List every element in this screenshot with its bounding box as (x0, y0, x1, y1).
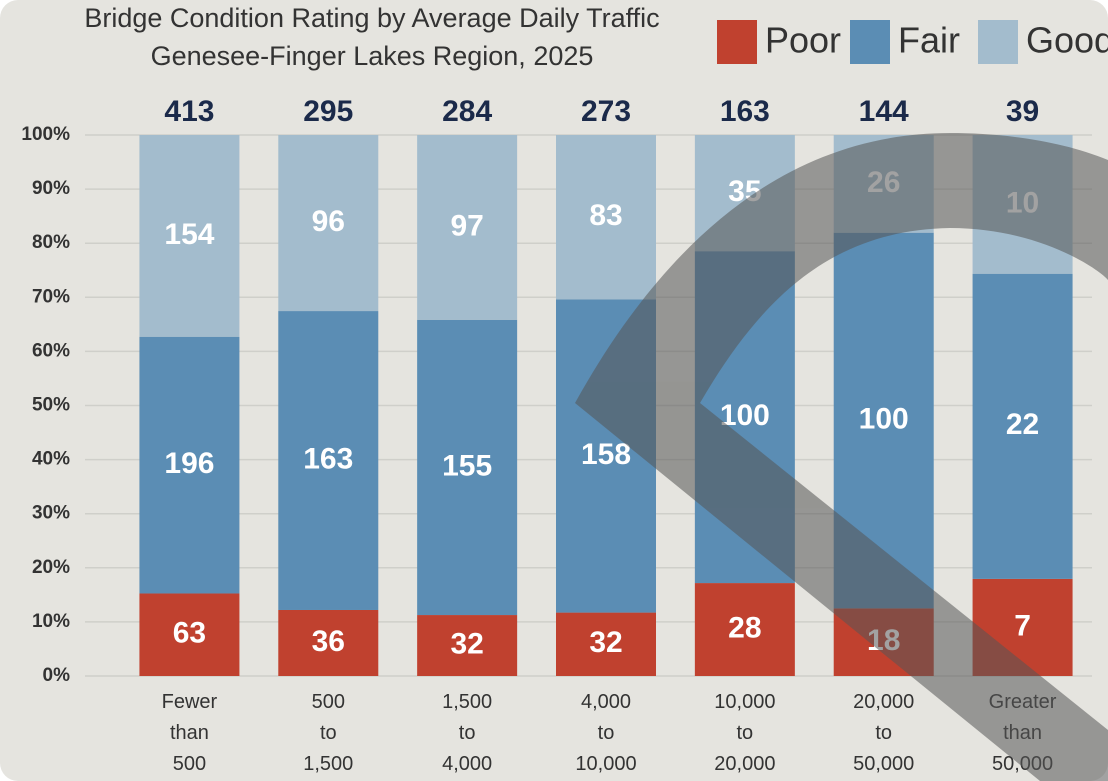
data-label: 36 (312, 625, 345, 658)
bar-segment (556, 135, 656, 300)
data-label: 28 (728, 611, 761, 644)
watermark-arm (575, 403, 1108, 781)
data-label: 32 (589, 626, 622, 659)
chart-subtitle: Genesee-Finger Lakes Region, 2025 (151, 41, 594, 71)
legend-swatch (850, 20, 890, 64)
bar-segment (694, 583, 795, 676)
bar-segment (139, 593, 240, 676)
y-tick-label: 10% (32, 611, 70, 632)
watermark (575, 133, 1108, 781)
y-tick-label: 0% (43, 665, 71, 686)
total-label: 413 (164, 95, 214, 128)
data-label: 163 (303, 442, 353, 475)
bar-segment (278, 135, 379, 312)
watermark-arc (575, 133, 1108, 403)
data-label: 196 (164, 447, 214, 480)
data-label: 96 (312, 205, 345, 238)
bar-segment (139, 336, 240, 594)
data-label: 100 (859, 402, 909, 435)
bar-segment (417, 319, 518, 616)
bar-segment (417, 135, 518, 320)
data-label: 154 (164, 218, 214, 251)
total-label: 163 (720, 95, 770, 128)
bar-segment (278, 311, 379, 610)
data-label: 63 (173, 617, 206, 650)
y-tick-label: 50% (32, 395, 70, 416)
plot: 0% 10% 20% 30% 40% 50% 60% 70% 80% 90% 100% Poor Fai… (21, 20, 1108, 776)
y-tick-label: 90% (32, 178, 70, 199)
legend-label: Poor (765, 20, 841, 61)
bar-segment (556, 612, 656, 676)
x-tick-label: 20,000 to 50,000 (853, 691, 914, 775)
y-tick-label: 70% (32, 286, 70, 307)
data-label: 97 (450, 209, 483, 242)
data-label: 158 (581, 438, 631, 471)
y-tick-label: 40% (32, 449, 70, 470)
legend-label: Good (1026, 20, 1108, 61)
data-label: 32 (450, 627, 483, 660)
x-tick-label: 1,500 to 4,000 (442, 691, 492, 775)
chart-title: Bridge Condition Rating by Average Daily… (84, 3, 659, 33)
total-label: 295 (303, 95, 353, 128)
y-tick-label: 80% (32, 232, 70, 253)
bar-segment (417, 615, 518, 676)
data-label: 83 (589, 199, 622, 232)
y-tick-label: 60% (32, 340, 70, 361)
x-tick-label: 10,000 to 20,000 (714, 691, 775, 775)
data-label: 7 (1014, 609, 1031, 642)
total-label: 144 (859, 95, 909, 128)
total-label: 273 (581, 95, 631, 128)
bar-segment (278, 609, 379, 676)
data-label: 22 (1006, 408, 1039, 441)
bar-segment (139, 135, 240, 337)
y-tick-label: 100% (21, 124, 70, 145)
data-label: 155 (442, 449, 492, 482)
y-tick-label: 20% (32, 557, 70, 578)
x-tick-label: Fewer than 500 (162, 691, 218, 775)
legend-label: Fair (898, 20, 960, 61)
x-tick-label: 500 to 1,500 (303, 691, 353, 775)
y-tick-label: 30% (32, 503, 70, 524)
bar-segment (972, 273, 1073, 579)
total-label: 284 (442, 95, 492, 128)
legend-swatch (717, 20, 757, 64)
x-tick-label: 4,000 to 10,000 (575, 691, 636, 775)
total-label: 39 (1006, 95, 1039, 128)
legend-swatch (978, 20, 1018, 64)
